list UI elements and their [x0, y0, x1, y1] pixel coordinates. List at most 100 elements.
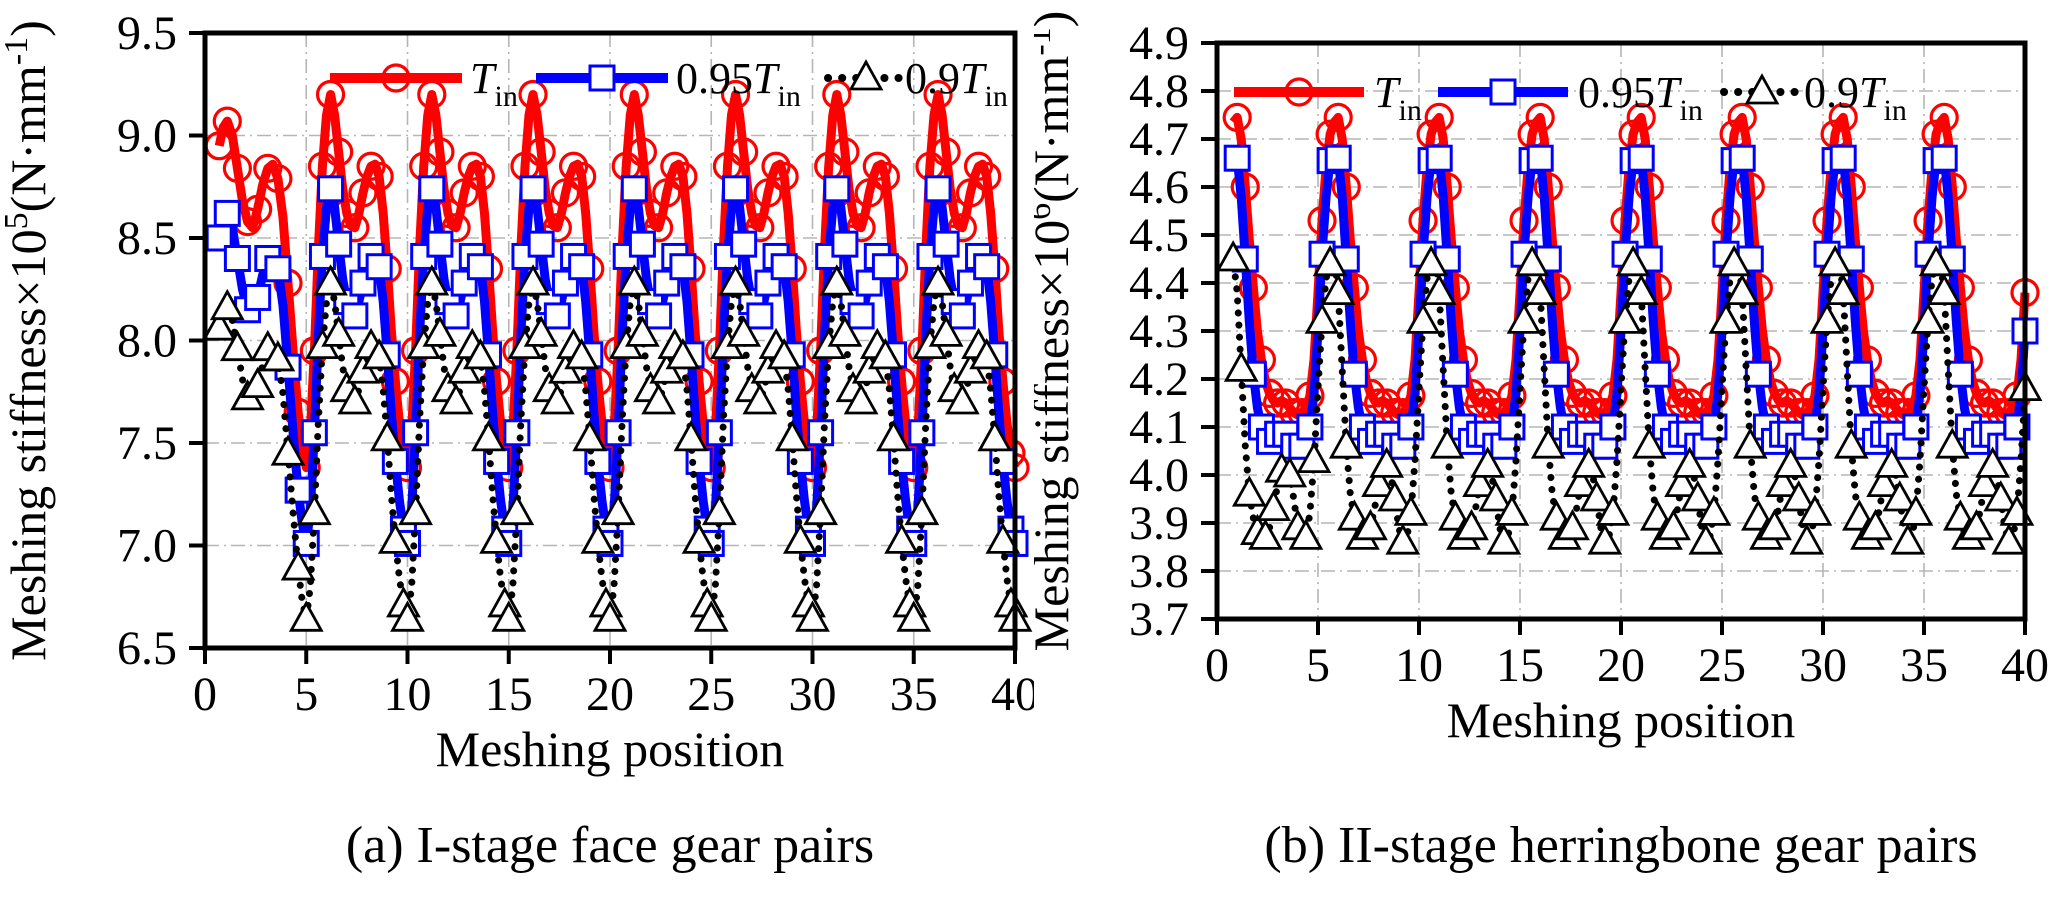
- chart-a-canvas: 0 5 10 15 20 25 30 35 40 6.5 7.0 7.5 8.0 8.5 9.0 9.5 Mes…: [0, 7, 1039, 777]
- triangle-marker: [1494, 494, 1530, 526]
- y-tick-label: 4.8: [1129, 65, 1189, 118]
- triangle-marker: [1256, 489, 1291, 521]
- triangle-marker: [1413, 244, 1449, 277]
- legend-label: 0.95Tin: [1578, 68, 1703, 127]
- square-marker: [588, 64, 616, 92]
- legend-label: Tin: [470, 54, 518, 113]
- x-tick-label: 40: [2001, 639, 2049, 692]
- circle-marker: [1828, 102, 1858, 133]
- square-marker: [770, 253, 798, 281]
- square-marker: [871, 253, 899, 281]
- square-marker: [1627, 144, 1655, 172]
- y-tick-label: 4.3: [1129, 305, 1189, 358]
- triangle-marker: [1607, 302, 1643, 334]
- x-tick-label: 0: [193, 668, 217, 721]
- triangle-marker: [1983, 480, 2019, 512]
- triangle-marker: [539, 383, 575, 415]
- triangle-marker: [296, 493, 332, 526]
- circle-marker: [1626, 102, 1656, 133]
- x-tick-label: 15: [485, 668, 533, 721]
- x-tick-label: 30: [789, 668, 837, 721]
- x-tick-label: 35: [890, 668, 938, 721]
- triangle-marker: [1910, 302, 1946, 334]
- triangle-marker: [361, 338, 397, 370]
- triangle-marker: [1744, 73, 1780, 105]
- triangle-marker: [782, 522, 818, 554]
- x-axis-label: Meshing position: [436, 721, 785, 777]
- triangle-marker: [1288, 518, 1324, 550]
- triangle-marker: [1514, 244, 1550, 277]
- triangle-marker: [1688, 523, 1724, 555]
- triangle-marker: [1781, 480, 1817, 512]
- y-tick-label: 4.7: [1129, 113, 1189, 166]
- triangle-marker: [701, 493, 737, 526]
- legend: Tin 0.95Tin 0.9Tin: [1234, 68, 1907, 127]
- square-marker: [604, 419, 632, 447]
- square-marker: [418, 175, 446, 203]
- square-marker: [823, 175, 851, 203]
- square-marker: [628, 230, 656, 258]
- square-marker: [325, 230, 353, 258]
- triangle-marker: [1724, 273, 1760, 305]
- triangle-marker: [369, 420, 405, 452]
- y-tick-label: 3.9: [1129, 497, 1189, 550]
- triangle-marker: [422, 315, 458, 347]
- y-tick-label: 7.5: [117, 417, 177, 470]
- triangle-marker: [592, 600, 628, 632]
- square-marker: [831, 230, 859, 258]
- circle-marker: [1666, 388, 1697, 418]
- triangle-marker: [209, 288, 245, 321]
- triangle-marker: [1296, 441, 1332, 473]
- x-tick-label: 15: [1496, 639, 1544, 692]
- triangle-marker: [1555, 508, 1590, 541]
- square-marker: [669, 253, 697, 281]
- circle-marker: [567, 161, 597, 192]
- triangle-marker: [600, 493, 636, 526]
- y-axis-label: Meshing stiffness×105​(N·mm-1​): [0, 20, 56, 661]
- square-marker: [223, 245, 251, 272]
- triangle-marker: [491, 600, 527, 632]
- triangle-marker: [337, 383, 373, 415]
- square-marker: [519, 175, 547, 203]
- triangle-marker: [321, 315, 357, 347]
- triangle-marker: [1918, 244, 1954, 277]
- square-marker: [948, 302, 976, 330]
- square-marker: [1223, 144, 1251, 172]
- circle-marker: [1284, 77, 1314, 107]
- x-axis-label: Meshing position: [1447, 692, 1796, 748]
- circle-marker: [972, 161, 1002, 192]
- triangle-marker: [1926, 273, 1962, 305]
- triangle-marker: [1320, 273, 1356, 305]
- axis-ticks: 0 5 10 15 20 25 30 35 40 3.73.83.94.04.14.24.34.4…: [1129, 17, 2049, 692]
- circle-marker: [660, 151, 690, 181]
- square-marker: [244, 283, 272, 311]
- circle-marker: [243, 194, 273, 224]
- triangle-marker: [1664, 465, 1699, 497]
- circle-marker: [441, 213, 471, 243]
- circle-marker: [947, 213, 977, 243]
- square-marker: [503, 419, 531, 447]
- x-tick-label: 5: [1306, 639, 1330, 692]
- y-tick-label: 4.1: [1129, 401, 1189, 454]
- y-tick-label: 9.5: [117, 7, 177, 60]
- triangle-marker: [665, 338, 701, 370]
- triangle-marker: [414, 264, 450, 296]
- triangle-marker: [1429, 427, 1465, 459]
- circle-marker: [1424, 102, 1454, 133]
- square-marker: [722, 175, 750, 203]
- square-marker: [300, 419, 328, 447]
- circle-marker: [542, 213, 572, 243]
- circle-marker: [526, 137, 556, 167]
- triangle-marker: [564, 338, 600, 370]
- square-marker: [1489, 78, 1517, 106]
- x-tick-label: 0: [1205, 639, 1229, 692]
- legend-label: 0.95Tin: [676, 54, 801, 113]
- triangle-marker: [718, 264, 753, 296]
- triangle-marker: [1898, 494, 1934, 526]
- x-tick-label: 35: [1900, 639, 1948, 692]
- triangle-marker: [1522, 273, 1558, 305]
- triangle-marker: [1304, 302, 1340, 334]
- circle-marker: [263, 163, 293, 194]
- triangle-marker: [944, 383, 980, 415]
- square-marker: [1526, 144, 1554, 172]
